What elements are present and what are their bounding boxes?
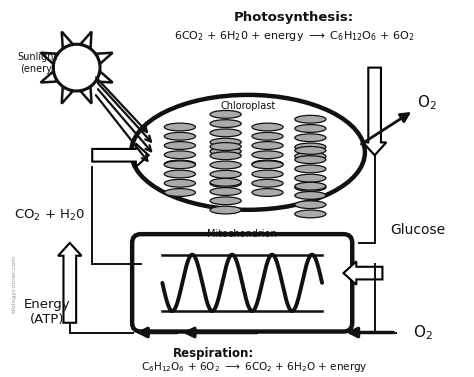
Ellipse shape bbox=[295, 156, 326, 164]
Text: O$_2$: O$_2$ bbox=[413, 323, 433, 342]
Text: O$_2$: O$_2$ bbox=[417, 93, 437, 112]
Ellipse shape bbox=[164, 170, 195, 178]
Text: Mitochondrion: Mitochondrion bbox=[207, 229, 277, 239]
Ellipse shape bbox=[210, 152, 241, 159]
Ellipse shape bbox=[295, 182, 326, 190]
Ellipse shape bbox=[295, 115, 326, 123]
FancyBboxPatch shape bbox=[132, 234, 352, 331]
Ellipse shape bbox=[252, 142, 283, 149]
Text: biologycorner.com: biologycorner.com bbox=[12, 255, 17, 313]
Ellipse shape bbox=[295, 143, 326, 151]
Polygon shape bbox=[41, 53, 57, 64]
Text: Energy
(ATP): Energy (ATP) bbox=[24, 299, 71, 326]
Ellipse shape bbox=[210, 170, 241, 178]
Circle shape bbox=[53, 44, 100, 91]
Ellipse shape bbox=[210, 206, 241, 214]
Ellipse shape bbox=[210, 110, 241, 118]
Ellipse shape bbox=[164, 151, 195, 159]
Ellipse shape bbox=[295, 192, 326, 199]
Polygon shape bbox=[81, 87, 91, 104]
Text: 6CO$_2$ + 6H$_2$0 + energy $\longrightarrow$ C$_6$H$_{12}$O$_6$ + 6O$_2$: 6CO$_2$ + 6H$_2$0 + energy $\longrightar… bbox=[173, 29, 414, 43]
Polygon shape bbox=[41, 72, 57, 83]
Ellipse shape bbox=[210, 147, 241, 155]
Ellipse shape bbox=[252, 179, 283, 187]
Ellipse shape bbox=[295, 165, 326, 173]
Ellipse shape bbox=[295, 210, 326, 218]
Polygon shape bbox=[92, 144, 149, 167]
Polygon shape bbox=[363, 67, 386, 155]
Text: Photosynthesis:: Photosynthesis: bbox=[234, 11, 354, 24]
Ellipse shape bbox=[252, 132, 283, 140]
Ellipse shape bbox=[164, 123, 195, 131]
Ellipse shape bbox=[210, 178, 241, 186]
Ellipse shape bbox=[252, 160, 283, 168]
Text: Respiration:: Respiration: bbox=[173, 347, 255, 360]
Ellipse shape bbox=[252, 170, 283, 178]
Ellipse shape bbox=[164, 188, 195, 196]
Polygon shape bbox=[81, 32, 91, 48]
Ellipse shape bbox=[210, 161, 241, 169]
Ellipse shape bbox=[210, 179, 241, 187]
Ellipse shape bbox=[295, 201, 326, 208]
Ellipse shape bbox=[295, 134, 326, 142]
Ellipse shape bbox=[210, 129, 241, 137]
Ellipse shape bbox=[164, 132, 195, 140]
Polygon shape bbox=[62, 32, 73, 48]
Ellipse shape bbox=[252, 161, 283, 169]
Polygon shape bbox=[62, 87, 73, 104]
Ellipse shape bbox=[295, 184, 326, 191]
Ellipse shape bbox=[252, 188, 283, 196]
Text: C$_6$H$_{12}$O$_6$ + 6O$_2$ $\longrightarrow$ 6CO$_2$ + 6H$_2$O + energy: C$_6$H$_{12}$O$_6$ + 6O$_2$ $\longrighta… bbox=[141, 360, 368, 374]
Ellipse shape bbox=[164, 179, 195, 187]
Text: Chloroplast: Chloroplast bbox=[220, 101, 276, 111]
Polygon shape bbox=[58, 243, 82, 323]
Ellipse shape bbox=[210, 197, 241, 205]
Ellipse shape bbox=[252, 123, 283, 131]
Ellipse shape bbox=[210, 188, 241, 195]
Polygon shape bbox=[96, 72, 113, 83]
Ellipse shape bbox=[210, 143, 241, 150]
Ellipse shape bbox=[164, 161, 195, 169]
Ellipse shape bbox=[295, 174, 326, 182]
Polygon shape bbox=[96, 53, 113, 64]
Text: Glucose: Glucose bbox=[390, 224, 445, 238]
Ellipse shape bbox=[252, 151, 283, 159]
Ellipse shape bbox=[295, 152, 326, 160]
Ellipse shape bbox=[295, 124, 326, 132]
Text: Sunlight
(enery): Sunlight (enery) bbox=[18, 52, 58, 74]
Polygon shape bbox=[344, 261, 383, 285]
Text: CO$_2$ + H$_2$0: CO$_2$ + H$_2$0 bbox=[14, 208, 85, 223]
Ellipse shape bbox=[131, 95, 365, 210]
Ellipse shape bbox=[295, 147, 326, 154]
Ellipse shape bbox=[210, 120, 241, 127]
Ellipse shape bbox=[164, 142, 195, 149]
Ellipse shape bbox=[210, 138, 241, 146]
Ellipse shape bbox=[164, 160, 195, 168]
